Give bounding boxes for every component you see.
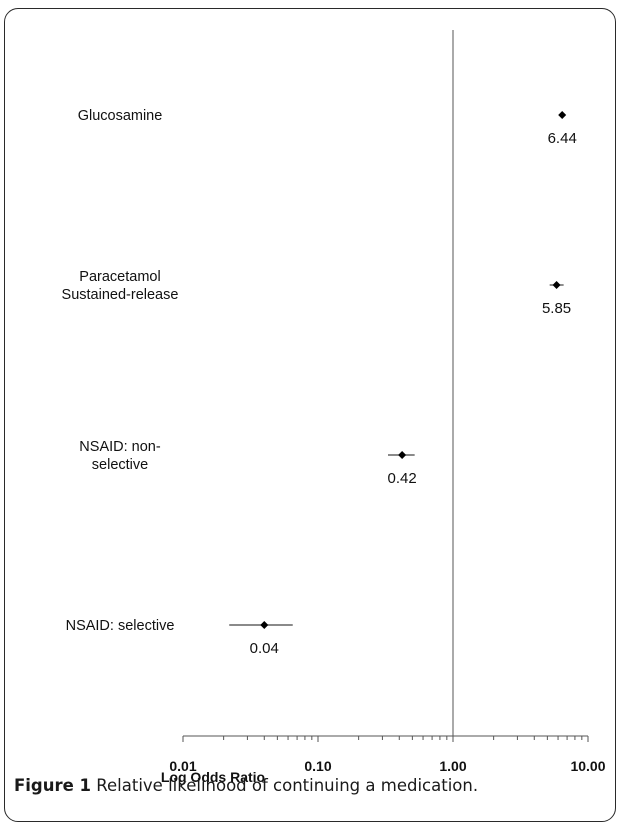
figure-caption: Figure 1 Relative likelihood of continui… — [14, 776, 478, 795]
x-axis-label: Log Odds Ratio — [161, 769, 265, 785]
category-label: selective — [92, 457, 148, 473]
forest-row: Glucosamine 6.44 — [78, 108, 577, 147]
category-label: Sustained-release — [62, 287, 179, 303]
category-label: NSAID: selective — [66, 618, 175, 634]
caption-label: Figure 1 — [14, 776, 92, 795]
x-tick-label: 10.00 — [570, 758, 605, 774]
estimate-marker — [260, 621, 269, 629]
x-tick-label: 0.01 — [169, 758, 196, 774]
value-label: 6.44 — [548, 130, 577, 147]
category-label: Paracetamol — [79, 269, 160, 285]
category-label: Glucosamine — [78, 108, 163, 124]
caption-text: Relative likelihood of continuing a medi… — [91, 776, 479, 795]
x-tick-label: 0.10 — [304, 758, 331, 774]
value-label: 5.85 — [542, 300, 571, 317]
forest-row: NSAID: selective 0.04 — [66, 618, 293, 657]
rows-layer: Glucosamine 6.44 Paracetamol Sustained-rele… — [62, 108, 577, 657]
figure-frame — [4, 8, 616, 822]
category-label: NSAID: non- — [79, 439, 161, 455]
estimate-marker — [558, 111, 567, 119]
forest-row: NSAID: non-selective 0.42 — [79, 439, 416, 487]
estimate-marker — [552, 281, 561, 289]
value-label: 0.04 — [250, 640, 279, 657]
axis-layer: 0.01 0.10 1.00 10.00 — [169, 30, 606, 774]
x-tick-label: 1.00 — [439, 758, 466, 774]
value-label: 0.42 — [388, 470, 417, 487]
forest-row: Paracetamol Sustained-release 5.85 — [62, 269, 572, 317]
estimate-marker — [398, 451, 407, 459]
